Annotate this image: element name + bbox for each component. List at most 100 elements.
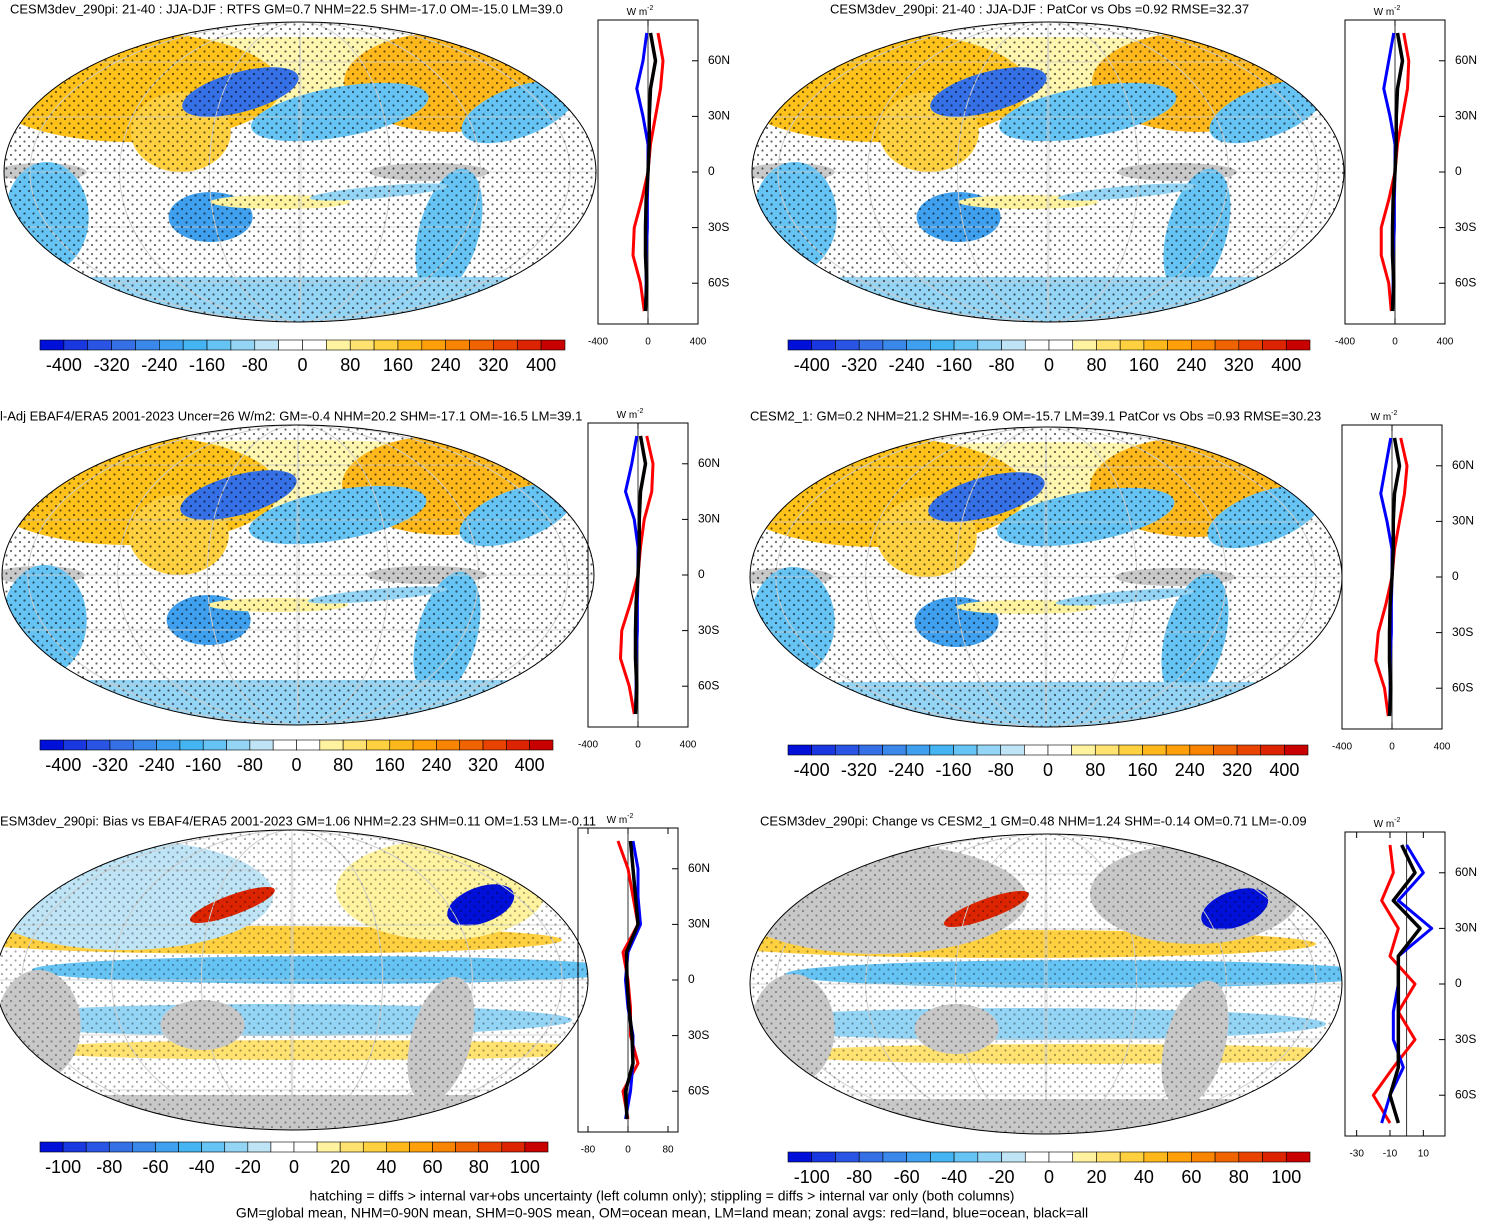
colorbar-tick-label: -80 [237,755,263,775]
y-tick-label: 30N [688,917,710,931]
y-tick-label: 60N [698,456,720,470]
colorbar-tick-label: 80 [333,755,353,775]
colorbar-box [787,744,812,756]
colorbar-box [953,339,979,351]
colorbar-box [230,339,256,351]
y-tick-label: 30S [698,623,719,637]
colorbar-tick-label: 400 [1271,355,1301,375]
colorbar-tick-label: 240 [421,755,451,775]
colorbar-box [111,339,136,351]
colorbar-box [362,1141,387,1153]
colorbar-box [326,339,351,351]
units: W m [1371,412,1392,423]
y-tick-label: 30N [708,109,730,123]
y-tick-label: 30S [1455,220,1476,234]
colorbar-tick-label: 160 [1129,355,1159,375]
units: W m [617,410,638,421]
colorbar-box [1285,1151,1311,1163]
colorbar-box [906,1151,931,1163]
y-tick-label: 30N [1455,921,1477,935]
map-border [1,424,595,726]
x-tick-label: 80 [662,1145,674,1156]
x-tick-label: -400 [1332,742,1352,753]
units-label: W m-2 [627,5,654,18]
units: W m [1374,819,1395,830]
colorbar-box [63,339,89,351]
colorbar-box [339,1141,364,1153]
colorbar-tick-label: -60 [142,1157,168,1177]
y-tick-label: 30N [698,512,720,526]
colorbar-box [409,1141,433,1153]
colorbar-box [858,1151,884,1163]
stippling [752,22,1344,322]
colorbar-tick-label: 0 [1044,355,1054,375]
colorbar-box [1167,1151,1192,1163]
x-tick-label: 0 [1392,337,1398,348]
colorbar-tick-label: -320 [94,355,130,375]
panel-title: CESM3dev_290pi: 21-40 : JJA-DJF : PatCor… [830,1,1249,16]
x-tick-label: -400 [1335,337,1355,348]
y-tick-label: 0 [688,972,695,986]
zonal-mean-line [623,840,640,1120]
x-tick-label: 400 [680,740,697,751]
colorbar-box [929,744,954,756]
colorbar-box [108,1141,133,1153]
colorbar-box [319,739,344,751]
colorbar-box [87,339,112,351]
colorbar-box [1236,744,1262,756]
colorbar-tick-label: -400 [794,355,830,375]
colorbar-box [254,339,279,351]
colorbar-box [835,339,860,351]
map-body [750,427,1342,727]
colorbar-tick-label: -320 [841,760,877,780]
colorbar-box [1001,339,1026,351]
y-tick-label: 0 [698,567,705,581]
colorbar-tick-label: -240 [889,355,925,375]
colorbar-box [63,739,87,751]
y-tick-label: 30N [1455,109,1477,123]
map-body [752,22,1344,322]
zonal-mean-line [1388,844,1422,1124]
panel-title: CESM3dev_290pi: 21-40 : JJA-DJF : RTFS G… [10,1,563,16]
colorbar-tick-label: -160 [936,355,972,375]
colorbar-box [178,1141,202,1153]
colorbar-box [811,1151,836,1163]
colorbar-box [39,339,65,351]
colorbar-tick-label: -80 [988,760,1014,780]
colorbar-tick-label: -400 [794,760,830,780]
panel-title: CESM2_1: GM=0.2 NHM=21.2 SHM=-16.9 OM=-1… [750,408,1321,423]
y-tick-label: 60N [1455,53,1477,67]
y-tick-label: 0 [1452,569,1459,583]
colorbar-box [386,1141,410,1153]
colorbar-tick-label: -240 [139,755,175,775]
colorbar-tick-label: 80 [1085,760,1105,780]
y-tick-label: 30N [1452,514,1474,528]
y-tick-label: 60S [1452,680,1473,694]
colorbar-box [478,1141,503,1153]
zonal-mean-line [643,32,658,312]
colorbar-box [206,339,232,351]
colorbar-tick-label: -80 [846,1167,872,1187]
units-label: W m-2 [617,408,644,421]
colorbar-box [349,339,375,351]
stippling [750,427,1342,727]
units-sup: -2 [627,813,633,820]
colorbar-box [155,1141,179,1153]
colorbar-box [202,739,227,751]
colorbar-tick-label: -20 [235,1157,261,1177]
colorbar-box [977,1151,1002,1163]
colorbar-tick-label: 0 [291,755,301,775]
colorbar-tick-label: 80 [1229,1167,1249,1187]
colorbar-box [1238,339,1263,351]
colorbar-box [787,339,813,351]
colorbar-box [506,739,530,751]
colorbar-box [540,339,566,351]
colorbar-box [432,1141,456,1153]
colorbar-tick-label: -240 [888,760,924,780]
colorbar-box [1071,744,1096,756]
map-border [3,21,597,323]
colorbar-box [976,744,1002,756]
colorbar-box [1096,339,1121,351]
colorbar-box [1048,339,1074,351]
colorbar-box [1213,744,1238,756]
